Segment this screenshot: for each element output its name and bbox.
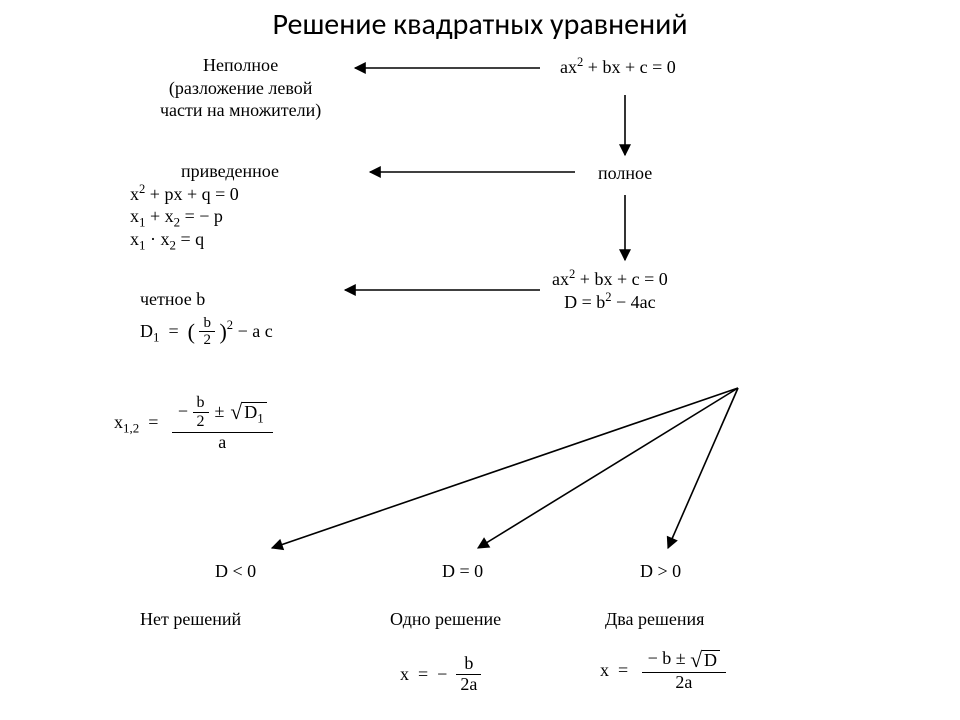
reduced-heading: приведенное — [181, 161, 279, 181]
case-d-neg: D < 0 — [215, 560, 256, 583]
reduced-block: приведенное x2 + px + q = 0 x1 + x2 = − … — [130, 160, 330, 250]
d1-frac-den: 2 — [199, 332, 215, 349]
x12-den: a — [172, 433, 273, 453]
xpos-den: 2a — [642, 673, 726, 693]
general-equation: ax2 + bx + c = 0 — [560, 56, 676, 79]
case-d-zero: D = 0 — [442, 560, 483, 583]
even-b-heading: четное b — [140, 288, 273, 311]
discriminant-block: ax2 + bx + c = 0 D = b2 − 4ac — [552, 268, 668, 313]
d1-frac-num: b — [199, 315, 215, 333]
even-b-block: четное b D1 = ( b 2 )2 − a c — [140, 288, 273, 349]
xpos-D: D — [702, 650, 720, 671]
page-title: Решение квадратных уравнений — [0, 6, 960, 43]
incomplete-heading: Неполное — [203, 55, 278, 75]
incomplete-block: Неполное (разложение левой части на множ… — [160, 54, 321, 122]
x12-pm: ± — [215, 402, 225, 422]
x-two-roots: x = − b ± √ D 2a — [600, 648, 726, 692]
x12-formula: x1,2 = − b 2 ± √ D1 — [114, 392, 273, 453]
full-label: полное — [598, 162, 652, 185]
xzero-num: b — [456, 654, 481, 675]
x12-two: 2 — [193, 413, 209, 431]
answer-neg: Нет решений — [140, 608, 241, 631]
d1-tail: − a c — [238, 320, 273, 343]
answer-zero: Одно решение — [390, 608, 501, 631]
incomplete-sub1: (разложение левой — [169, 78, 313, 98]
case-d-pos: D > 0 — [640, 560, 681, 583]
x12-b: b — [193, 394, 209, 413]
incomplete-sub2: части на множители) — [160, 100, 321, 120]
x-zero-root: x = − b 2a — [400, 654, 481, 695]
xzero-den: 2a — [456, 675, 481, 695]
answer-pos: Два решения — [605, 608, 704, 631]
